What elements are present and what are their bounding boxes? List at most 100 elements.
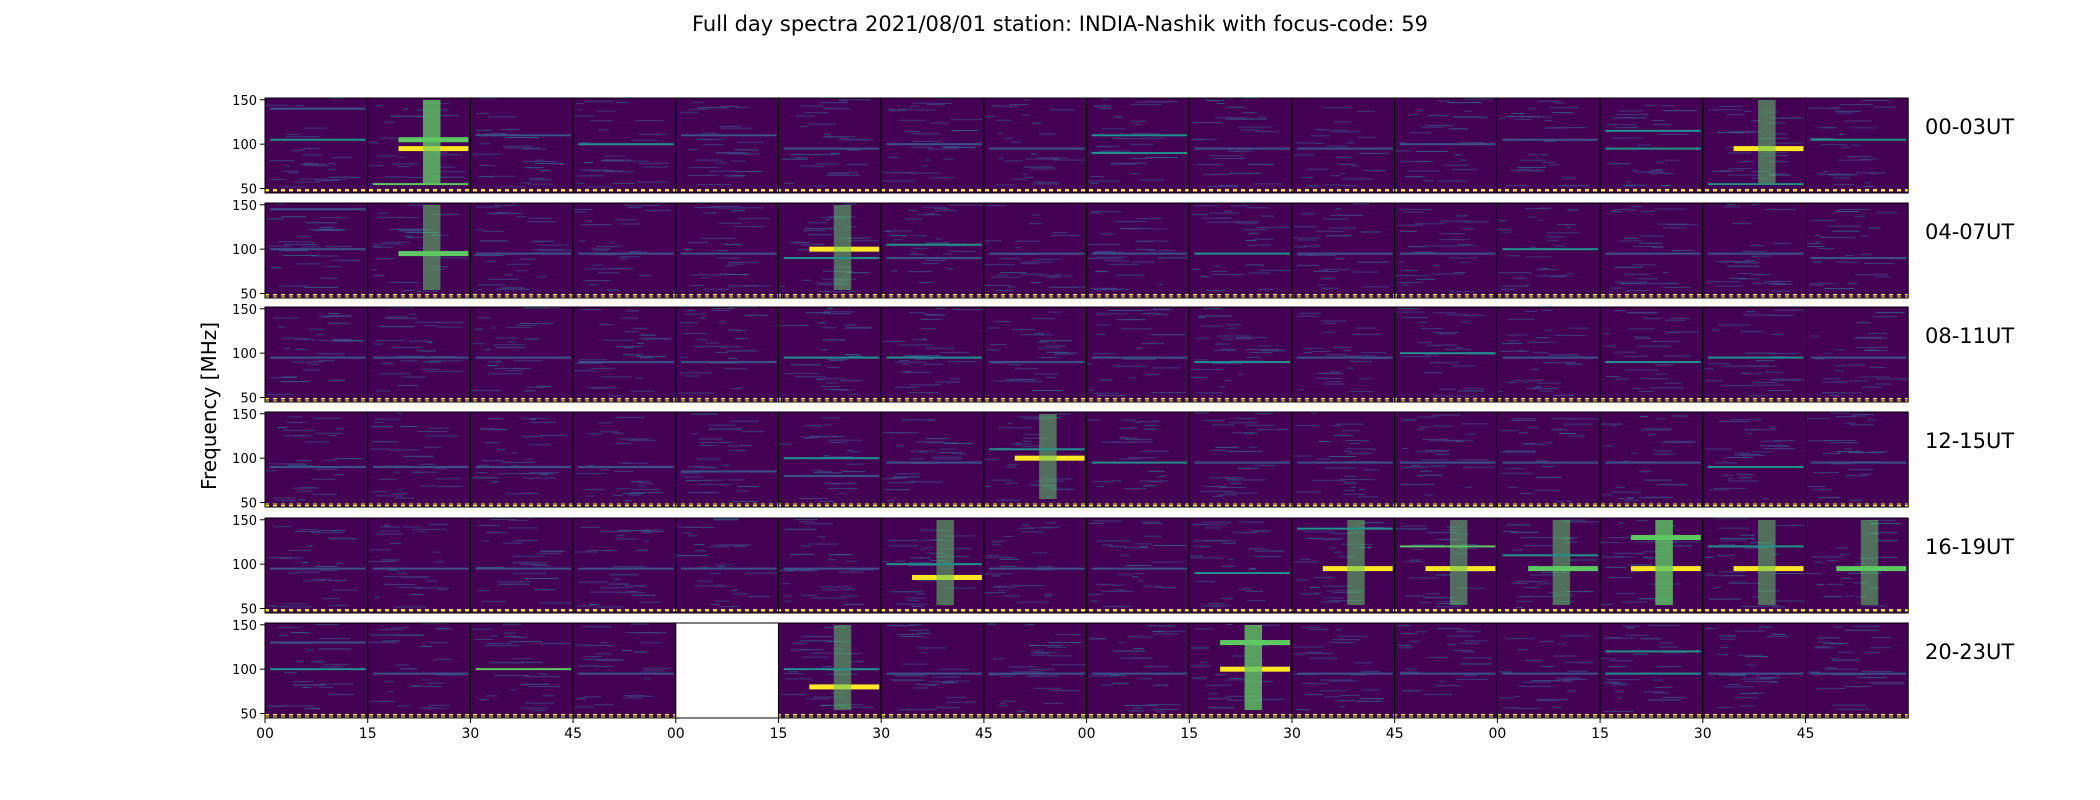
noise-streak <box>1768 314 1795 316</box>
noise-streak <box>1300 213 1316 215</box>
noise-streak <box>270 377 297 379</box>
noise-streak <box>938 451 963 453</box>
noise-streak <box>1622 499 1641 501</box>
calibration-strip <box>1805 714 1909 718</box>
noise-streak <box>410 594 424 596</box>
calibration-strip <box>1702 189 1806 193</box>
noise-streak <box>328 538 358 540</box>
noise-streak <box>521 707 549 709</box>
noise-streak <box>1214 265 1221 267</box>
noise-streak <box>1664 440 1697 442</box>
calibration-strip <box>1805 609 1909 613</box>
noise-streak <box>1860 158 1879 160</box>
x-tick-label: 15 <box>1591 726 1609 742</box>
panel-background <box>470 623 574 718</box>
panel-background <box>1394 412 1498 507</box>
noise-streak <box>1202 540 1235 542</box>
noise-streak <box>541 695 555 697</box>
noise-streak <box>994 321 1012 323</box>
noise-streak <box>1768 604 1780 606</box>
noise-streak <box>1525 310 1538 312</box>
noise-streak <box>1605 123 1620 125</box>
noise-streak <box>838 100 848 102</box>
noise-streak <box>818 291 840 293</box>
noise-streak <box>905 371 911 373</box>
noise-streak <box>373 274 385 276</box>
noise-streak <box>1553 102 1565 104</box>
noise-streak <box>1218 386 1226 388</box>
burst-column <box>422 100 441 185</box>
noise-streak <box>1303 347 1323 349</box>
noise-streak <box>526 221 557 223</box>
noise-streak <box>823 136 856 138</box>
noise-streak <box>1864 182 1871 184</box>
noise-streak <box>1333 121 1352 123</box>
noise-streak <box>882 478 901 480</box>
noise-streak <box>522 417 548 419</box>
panel-background <box>1292 203 1395 298</box>
calibration-strip <box>778 294 882 298</box>
noise-streak <box>1734 697 1759 699</box>
noise-streak <box>1809 245 1825 247</box>
emission-band <box>989 672 1085 675</box>
noise-streak <box>1435 344 1458 346</box>
emission-band <box>372 466 469 469</box>
noise-streak <box>841 589 855 591</box>
noise-streak <box>1613 556 1625 558</box>
spectrogram-panel <box>983 517 1088 614</box>
noise-streak <box>493 367 526 369</box>
noise-streak <box>1093 392 1119 394</box>
noise-streak <box>1014 368 1039 370</box>
panel-background <box>1702 98 1806 193</box>
noise-streak <box>993 586 1019 588</box>
noise-streak <box>1211 273 1246 275</box>
noise-streak <box>1546 239 1560 241</box>
noise-streak <box>1198 315 1232 317</box>
noise-streak <box>1504 450 1535 452</box>
noise-streak <box>1516 648 1528 650</box>
noise-streak <box>1099 233 1116 235</box>
noise-streak <box>945 680 970 682</box>
noise-streak <box>1602 494 1613 496</box>
noise-streak <box>397 166 411 168</box>
noise-streak <box>435 151 447 153</box>
noise-streak <box>1618 240 1643 242</box>
noise-streak <box>1349 391 1375 393</box>
noise-streak <box>1202 486 1228 488</box>
noise-streak <box>1855 596 1866 598</box>
noise-streak <box>705 492 713 494</box>
noise-streak <box>268 178 285 180</box>
noise-streak <box>530 709 546 711</box>
emission-band <box>680 134 777 137</box>
noise-streak <box>1456 631 1482 633</box>
noise-streak <box>275 499 297 501</box>
panel-background <box>1805 203 1909 298</box>
noise-streak <box>921 206 947 208</box>
noise-streak <box>1842 578 1853 580</box>
noise-streak <box>1545 441 1554 443</box>
noise-streak <box>622 649 632 651</box>
noise-streak <box>1189 557 1224 559</box>
noise-streak <box>820 217 845 219</box>
noise-streak <box>1543 140 1557 142</box>
noise-streak <box>1398 311 1425 313</box>
noise-streak <box>1835 416 1857 418</box>
noise-streak <box>1022 531 1045 533</box>
noise-streak <box>1153 633 1180 635</box>
noise-streak <box>576 175 605 177</box>
noise-streak <box>305 441 330 443</box>
noise-streak <box>699 438 723 440</box>
noise-streak <box>1610 660 1634 662</box>
noise-streak <box>1637 144 1651 146</box>
noise-streak <box>1305 652 1334 654</box>
panel-background <box>1086 412 1190 507</box>
noise-streak <box>318 648 352 650</box>
y-tick-label: 50 <box>240 392 257 407</box>
calibration-strip <box>1805 503 1909 507</box>
noise-streak <box>285 463 307 465</box>
noise-streak <box>625 160 649 162</box>
noise-streak <box>320 217 350 219</box>
noise-streak <box>1498 697 1514 699</box>
emission-band <box>783 257 880 260</box>
noise-streak <box>1553 655 1577 657</box>
